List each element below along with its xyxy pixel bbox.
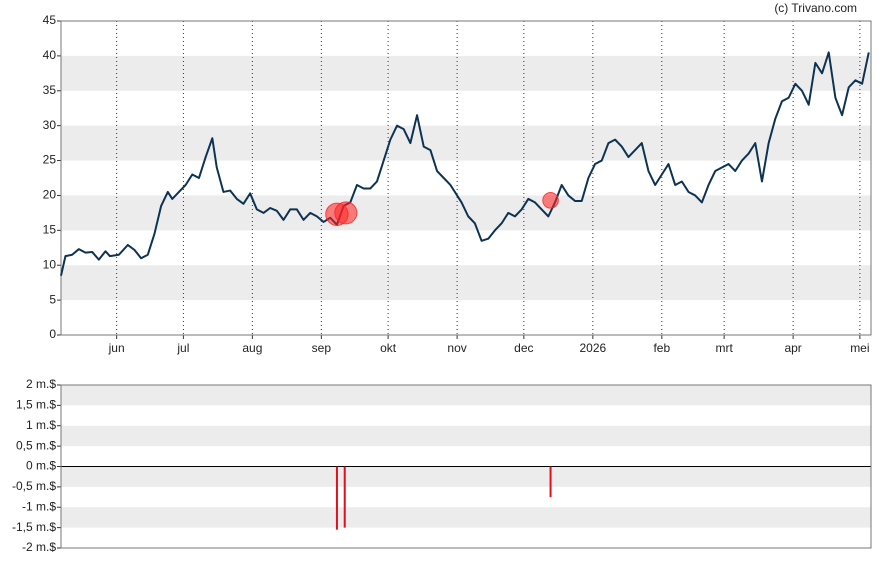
trade-marker (542, 192, 559, 209)
y-tick-label: 0,5 m.$ (16, 438, 56, 452)
y-tick-label: 25 (43, 153, 57, 167)
y-tick-label: 15 (43, 223, 57, 237)
band (61, 425, 871, 447)
y-tick-label: -1 m.$ (22, 499, 56, 513)
y-tick-label: 5 (49, 292, 56, 306)
y-tick-label: 40 (43, 48, 57, 62)
y-tick-label: 20 (43, 188, 57, 202)
bar (335, 466, 338, 530)
y-tick-label: 45 (43, 13, 57, 27)
price-line (60, 51, 870, 276)
y-tick-label: 0 (49, 327, 56, 341)
y-tick-label: -1,5 m.$ (12, 520, 56, 534)
x-tick-label: nov (447, 341, 466, 355)
plot-frame (60, 384, 872, 549)
band (61, 55, 871, 91)
band (61, 466, 871, 487)
x-tick-label: jun (108, 341, 125, 355)
band (61, 265, 871, 301)
bar (343, 466, 346, 528)
trade-marker (334, 201, 358, 225)
x-tick-label: mei (850, 341, 869, 355)
x-tick-label: sep (312, 341, 332, 355)
y-tick-label: 1 m.$ (26, 418, 56, 432)
y-tick-label: -0,5 m.$ (12, 479, 56, 493)
x-tick-label: feb (653, 341, 670, 355)
x-tick-label: dec (514, 341, 533, 355)
plot-frame (60, 20, 872, 336)
x-tick-label: aug (242, 341, 262, 355)
bar (549, 466, 552, 498)
y-tick-label: 35 (43, 83, 57, 97)
x-tick-label: apr (784, 341, 801, 355)
x-tick-label: mrt (715, 341, 733, 355)
y-tick-label: 30 (43, 118, 57, 132)
band (61, 507, 871, 528)
x-tick-label: okt (380, 341, 397, 355)
y-tick-label: 10 (43, 257, 57, 271)
band (61, 125, 871, 161)
x-tick-label: jul (176, 341, 189, 355)
y-tick-label: 0 m.$ (26, 459, 56, 473)
credit: (c) Trivano.com (774, 1, 857, 15)
y-tick-label: -2 m.$ (22, 540, 56, 554)
band (61, 385, 871, 406)
y-tick-label: 1,5 m.$ (16, 398, 56, 412)
y-tick-label: 2 m.$ (26, 377, 56, 391)
x-tick-label: 2026 (579, 341, 606, 355)
